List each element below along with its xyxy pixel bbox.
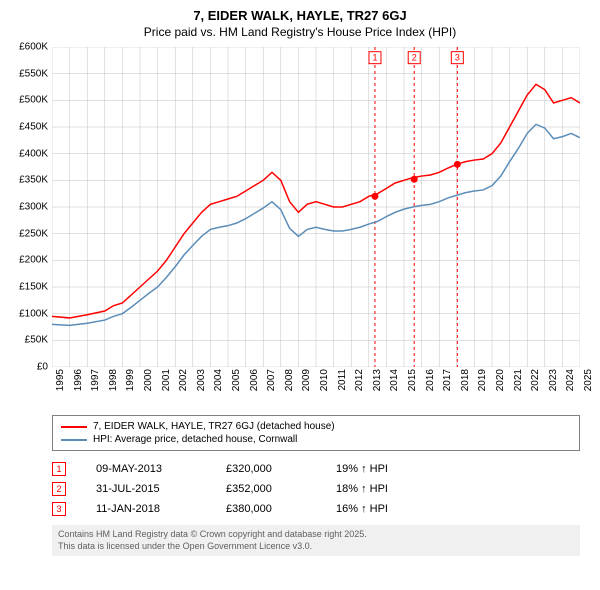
event-pct: 18% ↑ HPI [336,483,416,495]
x-tick-label: 2021 [513,369,524,391]
x-tick-label: 2012 [354,369,365,391]
x-tick-label: 2018 [460,369,471,391]
y-tick-label: £150K [19,282,48,293]
x-tick-label: 2006 [249,369,260,391]
event-table: 1 09-MAY-2013 £320,000 19% ↑ HPI 2 31-JUL-201… [52,459,580,519]
x-tick-label: 2019 [477,369,488,391]
event-date: 31-JUL-2015 [96,483,196,495]
x-tick-label: 2023 [548,369,559,391]
x-tick-label: 1995 [55,369,66,391]
x-tick-label: 2011 [337,369,348,391]
event-price: £320,000 [226,463,306,475]
x-tick-label: 2001 [161,369,172,391]
x-tick-label: 1996 [73,369,84,391]
x-tick-label: 2015 [407,369,418,391]
x-tick-label: 2009 [301,369,312,391]
x-tick-label: 2013 [372,369,383,391]
x-tick-label: 2017 [442,369,453,391]
plot-area: 1 2 3 [52,47,580,367]
y-tick-label: £50K [25,335,48,346]
event-number-box: 2 [52,482,66,496]
legend: 7, EIDER WALK, HAYLE, TR27 6GJ (detached… [52,415,580,451]
svg-text:2: 2 [412,53,417,63]
legend-item: 7, EIDER WALK, HAYLE, TR27 6GJ (detached… [61,420,571,433]
y-tick-label: £200K [19,255,48,266]
event-date: 11-JAN-2018 [96,503,196,515]
x-tick-label: 2010 [319,369,330,391]
x-tick-label: 2007 [266,369,277,391]
chart-svg: 1 2 3 [52,47,580,367]
svg-text:3: 3 [455,53,460,63]
x-tick-label: 2005 [231,369,242,391]
x-tick-label: 1998 [108,369,119,391]
chart-container: 7, EIDER WALK, HAYLE, TR27 6GJ Price pai… [0,0,600,564]
footer-line-1: Contains HM Land Registry data © Crown c… [58,529,574,541]
y-tick-label: £400K [19,148,48,159]
y-tick-label: £450K [19,122,48,133]
x-tick-label: 2025 [583,369,594,391]
event-row: 3 11-JAN-2018 £380,000 16% ↑ HPI [52,499,580,519]
x-tick-label: 2000 [143,369,154,391]
x-tick-label: 2022 [530,369,541,391]
event-row: 1 09-MAY-2013 £320,000 19% ↑ HPI [52,459,580,479]
legend-swatch [61,426,87,428]
footer-line-2: This data is licensed under the Open Gov… [58,541,574,553]
footer-attribution: Contains HM Land Registry data © Crown c… [52,525,580,556]
legend-label: 7, EIDER WALK, HAYLE, TR27 6GJ (detached… [93,421,335,432]
legend-item: HPI: Average price, detached house, Corn… [61,433,571,446]
chart-area: £0£50K£100K£150K£200K£250K£300K£350K£400… [52,47,580,407]
y-tick-label: £350K [19,175,48,186]
svg-text:1: 1 [372,53,377,63]
event-row: 2 31-JUL-2015 £352,000 18% ↑ HPI [52,479,580,499]
x-tick-label: 2004 [213,369,224,391]
x-tick-label: 2024 [565,369,576,391]
y-tick-label: £100K [19,308,48,319]
x-tick-label: 2003 [196,369,207,391]
event-number-box: 3 [52,502,66,516]
chart-subtitle: Price paid vs. HM Land Registry's House … [10,25,590,39]
x-tick-label: 2014 [389,369,400,391]
y-tick-label: £0 [37,362,48,373]
event-number-box: 1 [52,462,66,476]
event-pct: 16% ↑ HPI [336,503,416,515]
y-tick-label: £500K [19,95,48,106]
event-date: 09-MAY-2013 [96,463,196,475]
x-tick-label: 2016 [425,369,436,391]
x-tick-label: 1997 [90,369,101,391]
y-tick-label: £300K [19,202,48,213]
x-tick-label: 2008 [284,369,295,391]
legend-swatch [61,439,87,441]
y-tick-label: £550K [19,68,48,79]
legend-label: HPI: Average price, detached house, Corn… [93,434,297,445]
event-price: £380,000 [226,503,306,515]
y-tick-label: £250K [19,228,48,239]
event-pct: 19% ↑ HPI [336,463,416,475]
x-tick-label: 2020 [495,369,506,391]
y-axis: £0£50K£100K£150K£200K£250K£300K£350K£400… [10,47,50,367]
y-tick-label: £600K [19,42,48,53]
chart-title: 7, EIDER WALK, HAYLE, TR27 6GJ [10,8,590,23]
x-tick-label: 2002 [178,369,189,391]
x-tick-label: 1999 [125,369,136,391]
x-axis: 1995 1996 1997 1998 1999 2000 2001 2002 2003 2004… [52,367,580,407]
event-price: £352,000 [226,483,306,495]
